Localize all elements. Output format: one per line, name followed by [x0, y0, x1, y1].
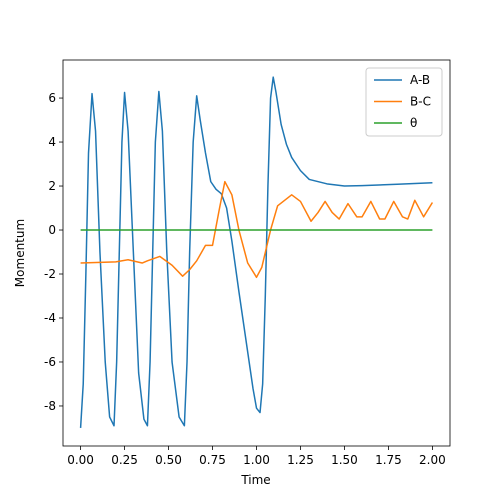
x-tick-label: 1.50 [331, 453, 358, 467]
legend-label: A-B [410, 73, 430, 87]
y-tick-label: 0 [48, 223, 56, 237]
y-tick-label: -6 [44, 355, 56, 369]
legend-box [365, 67, 443, 137]
y-tick-label: -4 [44, 311, 56, 325]
x-tick-label: 0.25 [111, 453, 138, 467]
y-tick-label: -8 [44, 399, 56, 413]
x-tick-label: 0.75 [199, 453, 226, 467]
y-tick-label: 6 [48, 91, 56, 105]
y-tick-label: -2 [44, 267, 56, 281]
x-tick-label: 0.00 [67, 453, 94, 467]
y-tick-label: 4 [48, 135, 56, 149]
plot-area [79, 76, 434, 429]
x-tick-label: 0.50 [155, 453, 182, 467]
legend-label: θ [410, 116, 417, 130]
y-axis-label: Momentum [13, 219, 27, 287]
series-line [80, 180, 434, 279]
x-tick-label: 1.75 [375, 453, 402, 467]
legend-label: B-C [410, 95, 431, 109]
series-line [79, 76, 433, 429]
x-tick-label: 1.00 [243, 453, 270, 467]
x-tick-label: 2.00 [419, 453, 446, 467]
x-axis-label: Time [240, 473, 270, 487]
y-tick-label: 2 [48, 179, 56, 193]
x-tick-label: 1.25 [287, 453, 314, 467]
